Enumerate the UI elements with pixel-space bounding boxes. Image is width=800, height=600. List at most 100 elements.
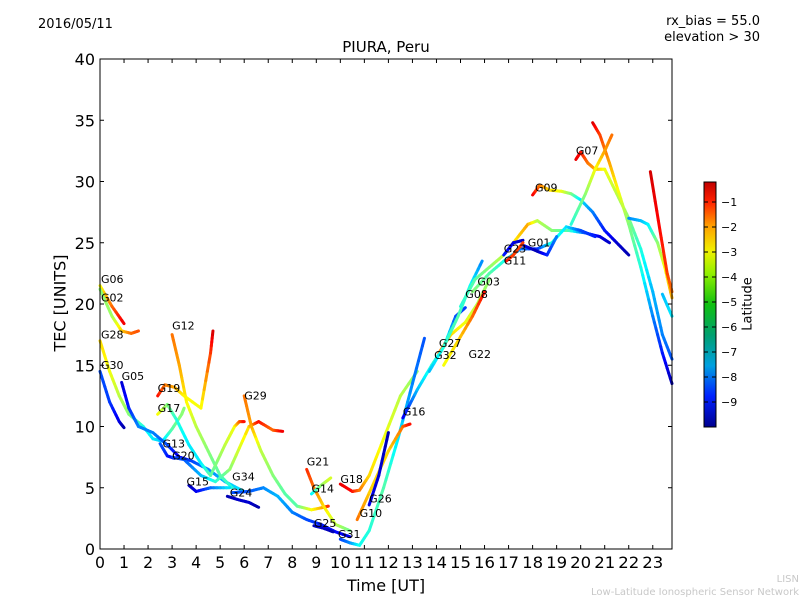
series-segment <box>346 534 352 539</box>
sat-label-g05: G05 <box>122 370 145 383</box>
series-segment <box>406 391 412 404</box>
series-g19 <box>156 329 215 410</box>
x-tick-label: 1 <box>119 553 129 572</box>
y-tick-label: 20 <box>75 295 95 314</box>
series-segment <box>327 476 333 481</box>
y-tick-label: 10 <box>75 418 95 437</box>
sat-label-g26: G26 <box>369 492 392 505</box>
sat-label-g15: G15 <box>187 475 210 488</box>
x-tick-label: 21 <box>594 553 615 572</box>
sat-label-g02: G02 <box>101 291 124 304</box>
x-tick-label: 7 <box>263 553 273 572</box>
series-g04 <box>591 121 674 386</box>
colorbar-tick-label: −9 <box>721 396 737 409</box>
axis-ticks: 0 1 2 3 4 5 6 7 8 9 10 11 12 13 14 15 16 17 18 19 20 21 22 2305… <box>75 50 672 572</box>
series-segment <box>202 379 208 392</box>
series-segment <box>606 240 612 245</box>
series-g01 <box>521 235 559 257</box>
sat-label-g22: G22 <box>468 348 491 361</box>
series-segment <box>121 425 126 430</box>
series-g34 <box>230 486 352 539</box>
credit-long: Low-Latitude Ionospheric Sensor Network <box>591 587 799 598</box>
sat-label-g19: G19 <box>158 382 181 395</box>
colorbar-tick-label: −2 <box>721 221 737 234</box>
sat-label-g21: G21 <box>307 456 330 469</box>
series-segment <box>408 382 414 395</box>
chart-date: 2016/05/11 <box>38 17 113 32</box>
y-tick-label: 35 <box>75 111 95 130</box>
series-g15 <box>187 483 232 493</box>
sat-label-g08: G08 <box>465 288 488 301</box>
series-segment <box>656 219 662 232</box>
x-tick-label: 20 <box>570 553 591 572</box>
chart-annotations: rx_bias = 55.0 elevation > 30 <box>664 14 760 46</box>
series-g22 <box>442 290 487 367</box>
rx-bias-annotation: rx_bias = 55.0 <box>666 14 760 29</box>
sat-label-g23: G23 <box>504 243 527 256</box>
series-segment <box>481 290 487 298</box>
y-tick-label: 25 <box>75 234 95 253</box>
series-segment <box>228 484 234 490</box>
x-tick-label: 6 <box>239 553 249 572</box>
series-g24 <box>225 494 261 509</box>
series-g25 <box>312 524 335 534</box>
sat-label-g27: G27 <box>439 337 462 350</box>
series-segment <box>205 360 211 373</box>
elevation-annotation: elevation > 30 <box>664 30 760 45</box>
colorbar-tick-label: −6 <box>721 321 737 334</box>
sat-label-g20: G20 <box>172 450 195 463</box>
sat-label-g17: G17 <box>158 402 181 415</box>
series-segment <box>652 189 657 203</box>
x-tick-label: 14 <box>426 553 447 572</box>
y-tick-label: 30 <box>75 173 95 192</box>
x-tick-label: 23 <box>642 553 663 572</box>
x-tick-label: 19 <box>546 553 567 572</box>
series-g26b <box>569 133 614 226</box>
series-g17 <box>156 402 246 477</box>
y-tick-label: 0 <box>85 540 95 559</box>
series-segment <box>625 251 631 257</box>
series-segment <box>199 397 205 410</box>
sat-label-g12: G12 <box>172 320 195 333</box>
sat-label-g16: G16 <box>403 405 426 418</box>
x-tick-label: 5 <box>215 553 225 572</box>
x-tick-label: 13 <box>402 553 423 572</box>
colorbar-tick-label: −1 <box>721 196 737 209</box>
x-tick-label: 15 <box>450 553 471 572</box>
series-segment <box>519 241 525 247</box>
y-tick-label: 5 <box>85 479 95 498</box>
sat-label-g06: G06 <box>101 273 124 286</box>
series-segment <box>650 180 656 193</box>
x-tick-label: 9 <box>311 553 321 572</box>
series-segment <box>653 199 659 213</box>
series-segment <box>385 431 390 442</box>
sat-label-g24: G24 <box>230 486 253 499</box>
series-layer <box>98 121 674 547</box>
series-segment <box>609 133 614 140</box>
sat-label-g10: G10 <box>360 507 383 520</box>
series-segment <box>255 505 261 509</box>
colorbar <box>703 181 717 428</box>
credit-short: LISN <box>776 574 799 585</box>
sat-label-g07: G07 <box>576 145 599 158</box>
x-tick-label: 4 <box>191 553 201 572</box>
x-tick-label: 22 <box>618 553 639 572</box>
series-segment <box>485 278 491 286</box>
colorbar-tick-label: −3 <box>721 246 737 259</box>
series-g11 <box>504 241 525 263</box>
sat-label-g25: G25 <box>314 517 337 530</box>
sat-label-g30: G30 <box>101 359 124 372</box>
y-tick-label: 15 <box>75 356 95 375</box>
sat-label-g09: G09 <box>535 181 558 194</box>
sat-label-g28: G28 <box>101 328 124 341</box>
sat-label-g29: G29 <box>244 390 267 403</box>
series-segment <box>553 235 559 242</box>
x-tick-label: 2 <box>143 553 153 572</box>
sat-label-g03: G03 <box>477 276 500 289</box>
series-g18b <box>660 292 674 318</box>
series-segment <box>330 529 335 534</box>
x-tick-label: 0 <box>95 553 105 572</box>
colorbar-tick-label: −8 <box>721 371 737 384</box>
